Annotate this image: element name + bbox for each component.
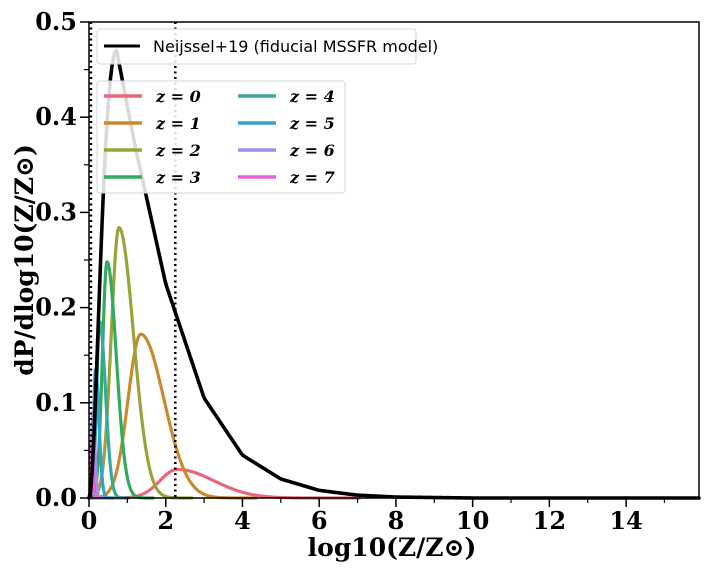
x-axis-label-text: log10(Z/Z⊙) xyxy=(308,533,477,562)
y-axis-label-text: dP/dlog10(Z/Z⊙) xyxy=(10,144,39,376)
x-axis-label: log10(Z/Z⊙) xyxy=(308,533,477,562)
x-axis: 0 2 4 6 8 10 12 14 xyxy=(81,498,666,535)
y-axis-label: dP/dlog10(Z/Z⊙) xyxy=(10,144,39,376)
y-tick-label: 0.1 xyxy=(35,388,77,417)
series-line-z1 xyxy=(87,332,258,500)
x-tick-label: 6 xyxy=(311,506,328,535)
legend-z: z = 0 z = 1 z = 2 z = 3 z = 4 z = 5 z = 6 z = 7 xyxy=(96,80,346,194)
y-axis: 0.0 0.1 0.2 0.3 0.4 0.5 xyxy=(35,7,89,512)
legend-z-box xyxy=(96,80,346,194)
x-tick-label: 8 xyxy=(388,506,405,535)
legend-z-label: z = 0 xyxy=(155,87,201,106)
legend-z-label: z = 5 xyxy=(289,114,335,133)
y-tick-label: 0.5 xyxy=(35,7,77,36)
x-tick-label: 12 xyxy=(533,506,566,535)
legend-z-label: z = 1 xyxy=(155,114,201,133)
x-tick-label: 10 xyxy=(456,506,489,535)
legend-z-label: z = 6 xyxy=(289,141,335,160)
legend-main-box xyxy=(96,28,417,65)
legend-z-label: z = 7 xyxy=(289,168,335,187)
x-tick-label: 0 xyxy=(81,506,98,535)
legend-main-label: Neijssel+19 (fiducial MSSFR model) xyxy=(153,37,438,56)
x-tick-label: 14 xyxy=(609,506,642,535)
y-tick-label: 0.3 xyxy=(35,197,77,226)
y-tick-label: 0.2 xyxy=(35,293,77,322)
legend-z-label: z = 3 xyxy=(155,168,201,187)
x-tick-label: 4 xyxy=(234,506,251,535)
y-tick-label: 0.4 xyxy=(35,102,77,131)
legend-z-items: z = 0 z = 1 z = 2 z = 3 z = 4 z = 5 z = 6 z = 7 xyxy=(104,87,335,187)
vlines-layer xyxy=(89,22,177,498)
legend-z-label: z = 2 xyxy=(155,141,201,160)
legend-main: Neijssel+19 (fiducial MSSFR model) xyxy=(96,28,438,65)
x-tick-label: 2 xyxy=(157,506,174,535)
legend-z-label: z = 4 xyxy=(289,87,335,106)
y-tick-label: 0.0 xyxy=(35,483,77,512)
